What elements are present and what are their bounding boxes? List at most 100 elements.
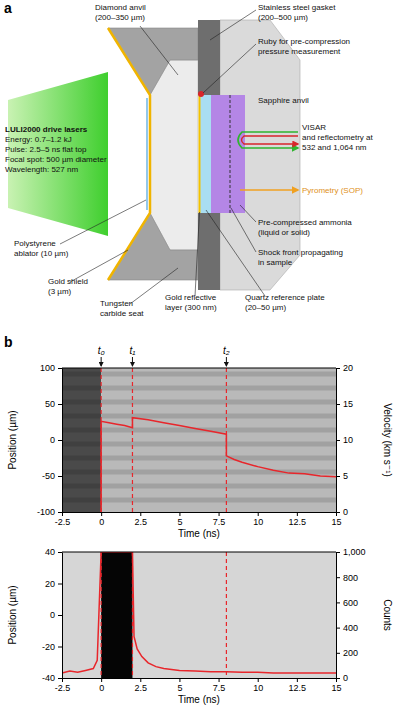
tick: 2.5 <box>135 512 148 527</box>
tick: 0 <box>336 507 348 517</box>
tick-label: 400 <box>343 623 358 633</box>
laser-beam <box>8 72 108 236</box>
tick: -2.5 <box>55 678 71 693</box>
visar-beam <box>238 132 298 148</box>
marker-label: t₂ <box>223 345 230 356</box>
tick-mark <box>336 440 340 441</box>
tick: -100 <box>37 507 62 517</box>
diagram-label: ablator (10 µm) <box>14 249 69 258</box>
tick-label: 100 <box>40 363 55 373</box>
plot-area <box>62 552 336 678</box>
y2-axis-title: Counts <box>382 599 393 631</box>
polystyrene-ablator <box>146 98 147 210</box>
tick-label: 40 <box>45 547 55 557</box>
tick: 15 <box>331 512 341 527</box>
marker-arrow <box>132 357 133 366</box>
fringe <box>62 442 336 447</box>
x-axis: -2.502.557.51012.515 <box>55 678 342 693</box>
tick: 0 <box>99 512 104 527</box>
marker-arrow <box>101 357 102 366</box>
diagram-label: Shock front propagating <box>258 248 343 257</box>
tick: 200 <box>336 648 358 658</box>
diagram-label: Pre-compressed ammonia <box>258 218 352 227</box>
diagram-label: (200–500 µm) <box>258 13 308 22</box>
panel-label: a <box>4 0 12 16</box>
fringe <box>62 400 336 405</box>
leader-line <box>140 26 178 75</box>
fringe <box>62 372 336 377</box>
fringe <box>62 428 336 433</box>
tick-mark <box>58 368 62 369</box>
diagram-label: Gold reflective <box>165 293 217 302</box>
tick-mark <box>58 404 62 405</box>
marker-arrow <box>226 357 227 366</box>
plot-area <box>62 368 336 512</box>
tick-label: 0 <box>99 683 104 693</box>
time-marker <box>226 552 227 678</box>
tick: 40 <box>45 547 62 557</box>
diagram-label: Tungsten <box>100 299 133 308</box>
tick-label: 800 <box>343 573 358 583</box>
tick-mark <box>297 512 298 516</box>
axis-line <box>63 678 337 679</box>
tick: 0 <box>336 673 348 683</box>
tick-mark <box>336 512 340 513</box>
tick: 20 <box>336 363 353 373</box>
tick-label: 15 <box>331 683 341 693</box>
tick-label: -20 <box>42 642 55 652</box>
tick-label: 200 <box>343 648 358 658</box>
y-axis: -100-50050100 <box>37 363 63 517</box>
tick: 15 <box>336 399 353 409</box>
tick: 600 <box>336 598 358 608</box>
x-axis-title: Time (ns) <box>178 694 220 705</box>
fringe <box>62 484 336 489</box>
diagram-label: and reflectometry at <box>302 133 373 142</box>
tick-mark <box>58 647 62 648</box>
tick: 0 <box>50 610 62 620</box>
time-marker <box>132 368 133 512</box>
diagram-label: Gold shield <box>48 277 88 286</box>
tick-mark <box>58 552 62 553</box>
tick-label: 5 <box>177 683 182 693</box>
diagram-label: Sapphire anvil <box>258 96 309 105</box>
y2-axis: 0 5 10 15 20 <box>336 363 353 517</box>
tick-mark <box>62 512 63 516</box>
tick-mark <box>101 512 102 516</box>
tick: 10 <box>253 678 263 693</box>
tick: -2.5 <box>55 512 71 527</box>
gasket <box>198 213 220 290</box>
tick-mark <box>336 602 340 603</box>
tick: 5 <box>177 678 182 693</box>
tick-label: 10 <box>343 435 353 445</box>
ruby <box>198 91 204 97</box>
diagram-label: LULI2000 drive lasers <box>5 125 88 134</box>
plot-frame <box>62 368 336 369</box>
tick-mark <box>219 512 220 516</box>
diagram-label: 532 and 1,064 nm <box>302 143 367 152</box>
gold-reflective-layer <box>199 95 201 213</box>
data-line <box>101 418 336 512</box>
tick-label: 0 <box>343 673 348 683</box>
axis-line <box>63 512 337 513</box>
tick: 0 <box>50 435 62 445</box>
tick: 0 <box>99 678 104 693</box>
tick-label: 5 <box>343 471 348 481</box>
tick-label: 1,000 <box>343 547 366 557</box>
diagram-label: Polystyrene <box>14 239 56 248</box>
quartz-plate <box>200 95 211 213</box>
diagram-label: in sample <box>258 258 293 267</box>
tick-mark <box>336 678 340 679</box>
panel-label: b <box>4 334 13 350</box>
tick-mark <box>58 476 62 477</box>
y-axis-title: Position (µm) <box>7 410 18 469</box>
diagram-label: carbide seat <box>100 309 144 318</box>
tick-label: 2.5 <box>135 517 148 527</box>
tick-label: 15 <box>343 399 353 409</box>
tick-label: 0 <box>50 435 55 445</box>
x-axis: -2.502.557.51012.515 <box>55 512 342 527</box>
plot-frame <box>62 552 336 553</box>
tick-mark <box>336 404 340 405</box>
diagram-label: Diamond anvil <box>95 3 146 12</box>
leader-line <box>206 210 265 296</box>
diagram-label: Pyrometry (SOP) <box>302 186 363 195</box>
